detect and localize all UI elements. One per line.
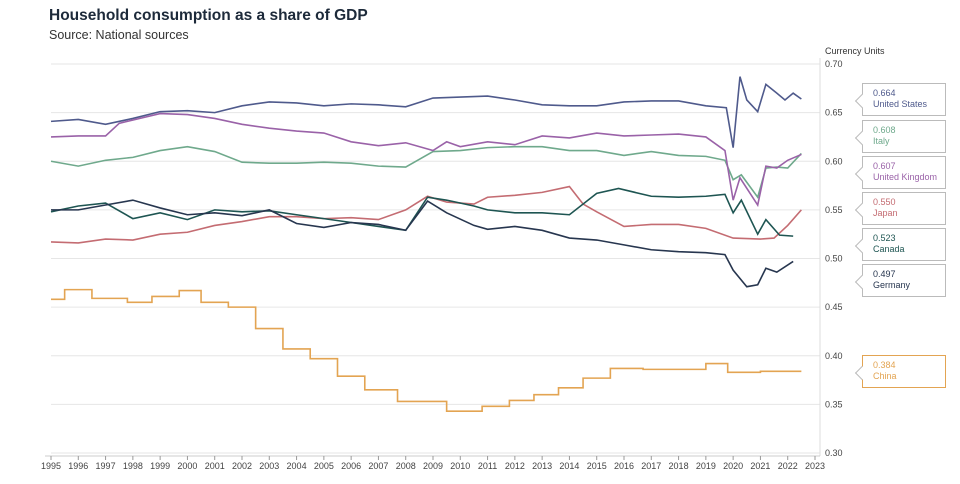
- series-line-italy: [50, 145, 802, 200]
- x-tick-label: 1995: [41, 461, 61, 471]
- y-tick-label: 0.45: [825, 302, 843, 312]
- x-tick-label: 1999: [150, 461, 170, 471]
- y-tick-label: 0.30: [825, 448, 843, 458]
- series-name: Italy: [873, 136, 890, 146]
- x-tick-label: 1998: [123, 461, 143, 471]
- x-tick-label: 2023: [805, 461, 825, 471]
- y-axis-unit: Currency Units: [825, 46, 885, 56]
- x-tick-label: 2015: [587, 461, 607, 471]
- series-name: Germany: [873, 280, 911, 290]
- x-tick-label: 2002: [232, 461, 252, 471]
- y-tick-label: 0.65: [825, 108, 843, 118]
- x-tick-label: 2018: [669, 461, 689, 471]
- series-end-label: 0.384 China: [862, 355, 946, 388]
- series-line-germany: [51, 199, 794, 288]
- x-tick-label: 2013: [532, 461, 552, 471]
- series-last-value: 0.550: [873, 197, 896, 207]
- x-tick-label: 2000: [177, 461, 197, 471]
- chart-title: Household consumption as a share of GDP: [49, 7, 368, 24]
- series-last-value: 0.608: [873, 125, 896, 135]
- x-tick-label: 2019: [696, 461, 716, 471]
- series-end-label: 0.523 Canada: [862, 228, 946, 261]
- x-tick-label: 2020: [723, 461, 743, 471]
- y-tick-label: 0.60: [825, 156, 843, 166]
- series-last-value: 0.384: [873, 360, 896, 370]
- series-last-value: 0.607: [873, 161, 896, 171]
- series-line-canada: [50, 187, 794, 237]
- x-tick-label: 2001: [205, 461, 225, 471]
- series-end-label: 0.664 United States: [862, 83, 946, 116]
- series-name: Canada: [873, 244, 905, 254]
- x-tick-label: 2006: [341, 461, 361, 471]
- x-tick-label: 2003: [259, 461, 279, 471]
- series-name: United Kingdom: [873, 172, 938, 182]
- series-line-united-kingdom: [50, 112, 802, 208]
- y-tick-label: 0.55: [825, 205, 843, 215]
- x-tick-label: 1996: [68, 461, 88, 471]
- x-tick-label: 2005: [314, 461, 334, 471]
- x-tick-label: 2021: [750, 461, 770, 471]
- series-end-label: 0.550 Japan: [862, 192, 946, 225]
- series-line-japan: [50, 185, 802, 244]
- x-tick-label: 2016: [614, 461, 634, 471]
- series-line-china: [51, 288, 802, 412]
- series-last-value: 0.497: [873, 269, 896, 279]
- x-tick-label: 2012: [505, 461, 525, 471]
- series-last-value: 0.523: [873, 233, 896, 243]
- series-name: Japan: [873, 208, 898, 218]
- x-tick-label: 2010: [450, 461, 470, 471]
- series-name: United States: [873, 99, 928, 109]
- chart-subtitle: Source: National sources: [49, 28, 189, 42]
- y-tick-label: 0.70: [825, 59, 843, 69]
- x-tick-label: 2017: [641, 461, 661, 471]
- x-tick-label: 2008: [396, 461, 416, 471]
- x-tick-label: 1997: [96, 461, 116, 471]
- series-last-value: 0.664: [873, 88, 896, 98]
- series-end-label: 0.497 Germany: [862, 264, 946, 297]
- series-end-label: 0.607 United Kingdom: [862, 156, 946, 189]
- series-line-united-states: [50, 76, 802, 148]
- y-tick-label: 0.50: [825, 254, 843, 264]
- x-tick-label: 2011: [478, 461, 497, 471]
- x-tick-label: 2007: [368, 461, 388, 471]
- x-tick-label: 2022: [778, 461, 798, 471]
- x-tick-label: 2014: [559, 461, 579, 471]
- series-name: China: [873, 371, 897, 381]
- x-tick-label: 2009: [423, 461, 443, 471]
- series-end-label: 0.608 Italy: [862, 120, 946, 153]
- y-tick-label: 0.40: [825, 351, 843, 361]
- y-tick-label: 0.35: [825, 399, 843, 409]
- x-tick-label: 2004: [287, 461, 307, 471]
